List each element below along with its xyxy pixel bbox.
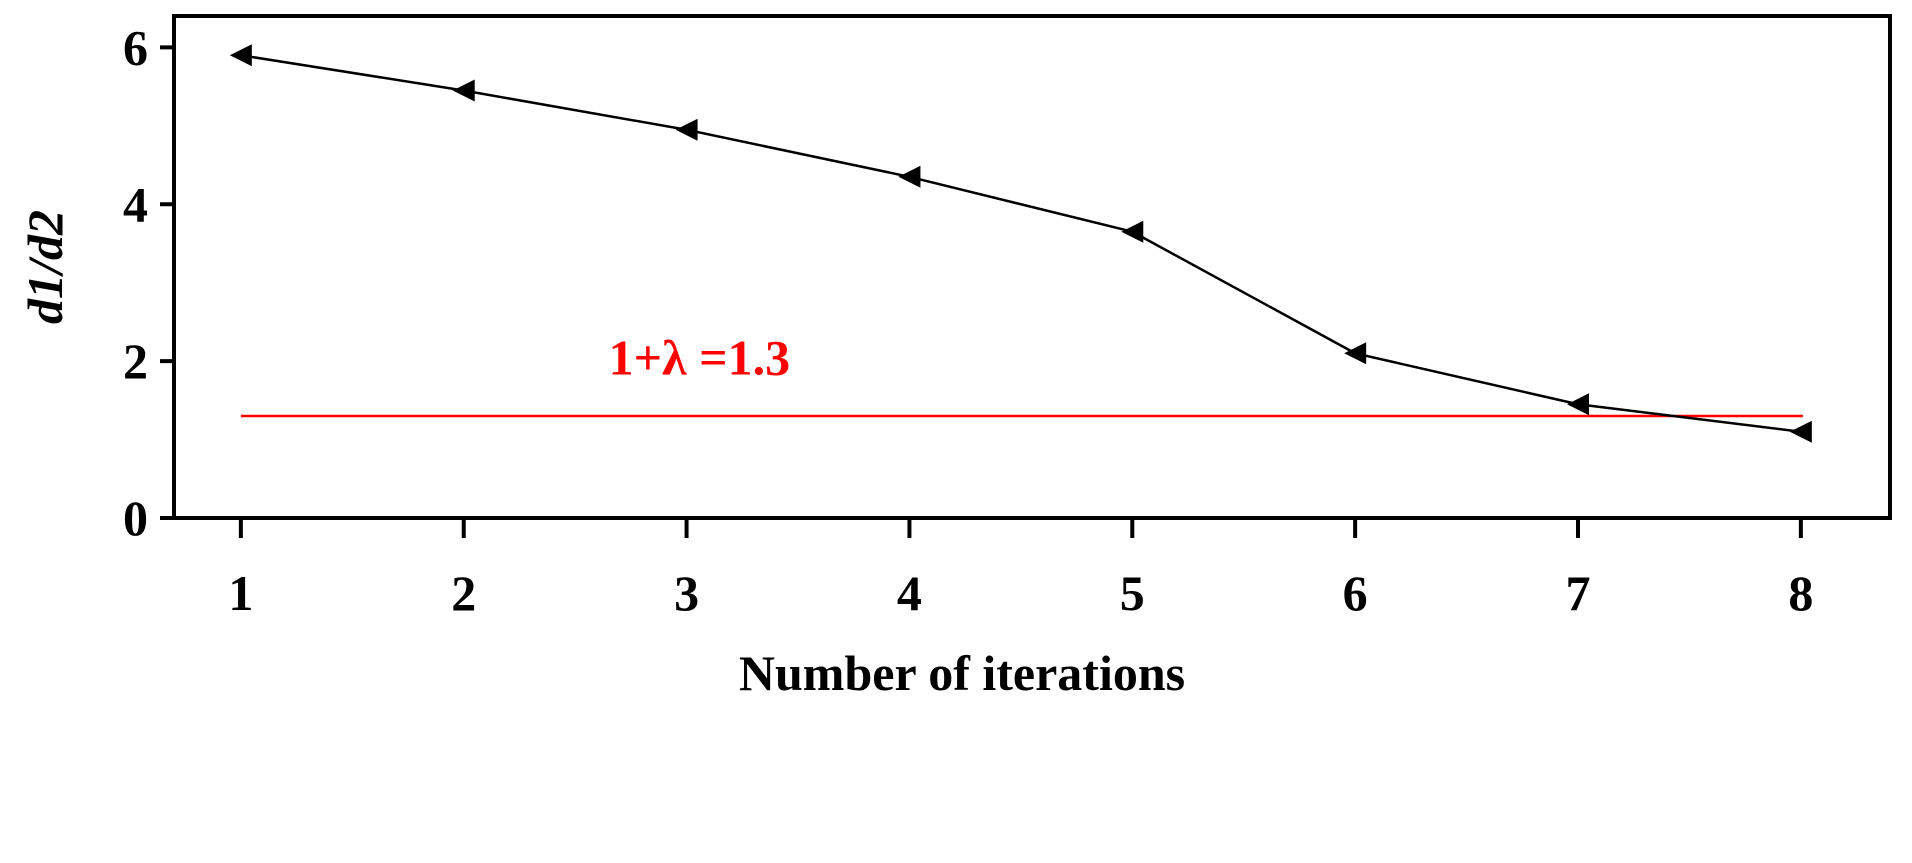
data-point xyxy=(452,79,475,102)
y-axis-title: d1/d2 xyxy=(17,210,73,324)
series-markers xyxy=(229,44,1812,443)
data-point xyxy=(1121,220,1144,243)
x-tick-label: 6 xyxy=(1343,565,1368,621)
reference-line-label: 1+λ =1.3 xyxy=(609,329,791,385)
x-tick-label: 4 xyxy=(897,565,922,621)
y-tick-label: 4 xyxy=(123,176,148,232)
plot-frame xyxy=(172,14,1892,520)
data-point xyxy=(1567,393,1589,416)
data-point xyxy=(675,118,698,141)
x-axis-title: Number of iterations xyxy=(739,645,1185,701)
data-point xyxy=(1789,420,1812,443)
x-tick-label: 1 xyxy=(228,565,253,621)
y-tick-label: 6 xyxy=(123,19,148,75)
data-point xyxy=(898,165,921,188)
x-tick-label: 5 xyxy=(1120,565,1145,621)
x-tick-label: 8 xyxy=(1788,565,1813,621)
x-axis: 1 2 3 4 5 6 7 8 xyxy=(228,518,1813,621)
x-tick-label: 2 xyxy=(451,565,476,621)
y-tick-label: 2 xyxy=(123,333,148,389)
y-axis: 0 2 4 6 xyxy=(123,19,174,546)
x-tick-label: 3 xyxy=(674,565,699,621)
data-point xyxy=(1344,342,1367,365)
x-tick-label: 7 xyxy=(1566,565,1591,621)
data-point xyxy=(229,44,252,67)
series-line xyxy=(240,53,1802,433)
y-tick-label: 0 xyxy=(123,490,148,546)
